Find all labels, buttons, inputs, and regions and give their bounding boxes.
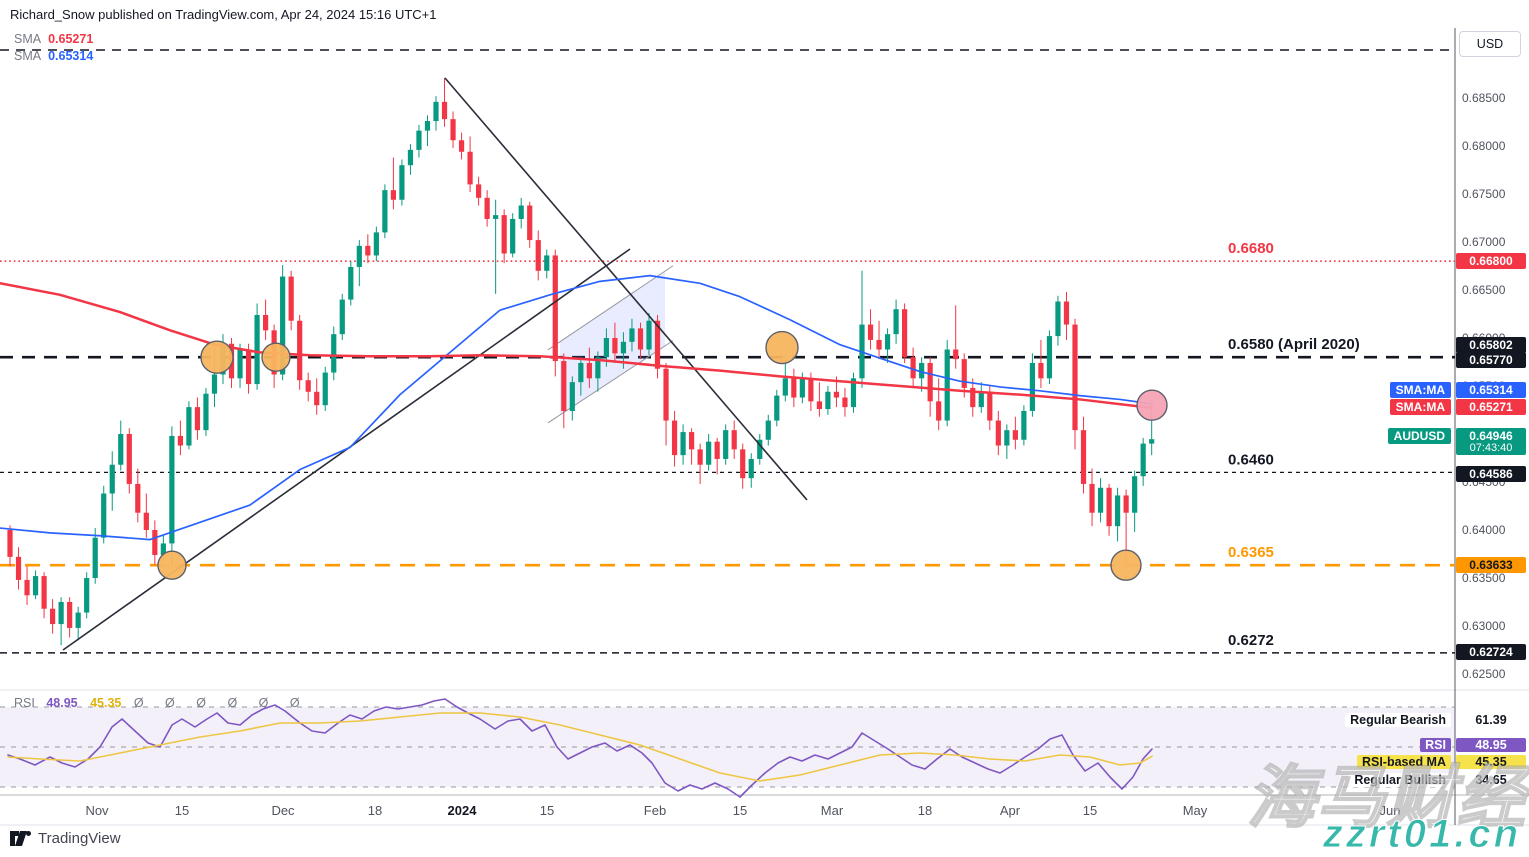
price-badge-0.65802: 0.65802	[1456, 337, 1526, 353]
publish-caption: Richard_Snow published on TradingView.co…	[10, 7, 437, 22]
level-label-0.6272: 0.6272	[1228, 632, 1274, 649]
highlight-circle-4[interactable]	[157, 550, 187, 580]
rsi-level-value-45.35: 45.35	[1456, 755, 1526, 769]
price-badge-0.63633: 0.63633	[1456, 557, 1526, 573]
sma-fast-value: 0.65271	[48, 32, 94, 46]
flag-lower-border	[547, 340, 674, 424]
price-tick: 0.67000	[1462, 235, 1506, 249]
rsi-label: RSI	[14, 696, 35, 710]
sma-slow-line[interactable]	[0, 274, 1153, 541]
price-badge-0.64946: 0.64946 07:43:40	[1456, 428, 1526, 455]
price-badge-0.65770: 0.65770	[1456, 352, 1526, 368]
tradingview-logo[interactable]: TradingView	[10, 830, 121, 847]
price-tick: 0.62500	[1462, 667, 1506, 681]
sma-slow-value: 0.65314	[48, 49, 94, 63]
sma-label: SMA	[14, 49, 42, 63]
highlight-circle-3[interactable]	[765, 330, 799, 365]
highlight-circle-6[interactable]	[1136, 389, 1168, 421]
divergence-zero-icons: Ø Ø Ø Ø Ø Ø	[133, 696, 309, 710]
rsi-level-label-regular-bullish: Regular Bullish	[1349, 773, 1451, 787]
highlight-circle-5[interactable]	[1110, 549, 1142, 581]
time-tick-18: 18	[368, 803, 382, 818]
rsi-ma-value: 45.35	[90, 696, 122, 710]
price-badge-0.62724: 0.62724	[1456, 644, 1526, 660]
tradingview-icon	[10, 831, 31, 846]
price-tick: 0.67500	[1462, 187, 1506, 201]
rsi-level-label-regular-bearish: Regular Bearish	[1345, 713, 1451, 727]
price-badge-0.65271: 0.65271	[1456, 399, 1526, 415]
price-badge-0.66800: 0.66800	[1456, 253, 1526, 269]
rsi-level-label-rsi-based-ma: RSI-based MA	[1356, 755, 1451, 769]
sma-fast-line[interactable]	[0, 282, 1154, 410]
price-badge-0.64586: 0.64586	[1456, 466, 1526, 482]
rsi-line[interactable]	[7, 698, 1153, 798]
series-label-SMA:MA: SMA:MA	[1389, 399, 1451, 415]
series-label-SMA:MA: SMA:MA	[1389, 382, 1451, 398]
price-tick: 0.68500	[1462, 91, 1506, 105]
rsi-level-value-61.39: 61.39	[1456, 713, 1526, 727]
time-tick-15: 15	[1083, 803, 1097, 818]
flag-upper-border	[547, 265, 674, 351]
price-tick: 0.63000	[1462, 619, 1506, 633]
price-tick: 0.63500	[1462, 571, 1506, 585]
time-tick-Apr: Apr	[1000, 803, 1021, 818]
sma-legend[interactable]: SMA 0.65271 SMA 0.65314	[14, 31, 93, 65]
rsi-indicator-legend[interactable]: RSI 48.95 45.35 Ø Ø Ø Ø Ø Ø	[14, 696, 309, 710]
time-tick-15: 15	[540, 803, 554, 818]
time-tick-18: 18	[918, 803, 932, 818]
level-label-0.668: 0.6680	[1228, 240, 1274, 257]
time-tick-Nov: Nov	[85, 803, 109, 818]
price-tick: 0.68000	[1462, 139, 1506, 153]
tradingview-logo-text: TradingView	[38, 830, 121, 847]
price-tick: 0.66500	[1462, 283, 1506, 297]
sma-label: SMA	[14, 32, 42, 46]
time-tick-15: 15	[175, 803, 189, 818]
time-tick-15: 15	[733, 803, 747, 818]
rsi-level-value-48.95: 48.95	[1456, 738, 1526, 752]
rsi-ma-line[interactable]	[7, 712, 1153, 782]
descending-trendline[interactable]	[444, 77, 808, 501]
price-tick: 0.64000	[1462, 523, 1506, 537]
sma-slow-legend-row[interactable]: SMA 0.65314	[14, 48, 93, 65]
rsi-level-label-rsi: RSI	[1420, 738, 1451, 752]
series-label-AUDUSD: AUDUSD	[1387, 428, 1451, 444]
time-tick-Jun: Jun	[1380, 803, 1401, 818]
rsi-value: 48.95	[46, 696, 78, 710]
highlight-circle-2[interactable]	[261, 342, 291, 372]
sma-fast-legend-row[interactable]: SMA 0.65271	[14, 31, 93, 48]
candlestick-series[interactable]	[7, 77, 1155, 646]
level-label-0.63633: 0.6365	[1228, 544, 1274, 561]
time-tick-Mar: Mar	[821, 803, 844, 818]
rsi-level-value-34.65: 34.65	[1456, 773, 1526, 787]
currency-button[interactable]: USD	[1459, 31, 1521, 57]
time-tick-May: May	[1183, 803, 1208, 818]
level-label-0.646: 0.6460	[1228, 451, 1274, 468]
time-tick-2024: 2024	[448, 803, 478, 818]
highlight-circle-1[interactable]	[200, 340, 234, 374]
time-tick-Dec: Dec	[271, 803, 295, 818]
time-tick-Feb: Feb	[644, 803, 666, 818]
price-badge-0.65314: 0.65314	[1456, 382, 1526, 398]
level-label-0.658: 0.6580 (April 2020)	[1228, 336, 1360, 353]
